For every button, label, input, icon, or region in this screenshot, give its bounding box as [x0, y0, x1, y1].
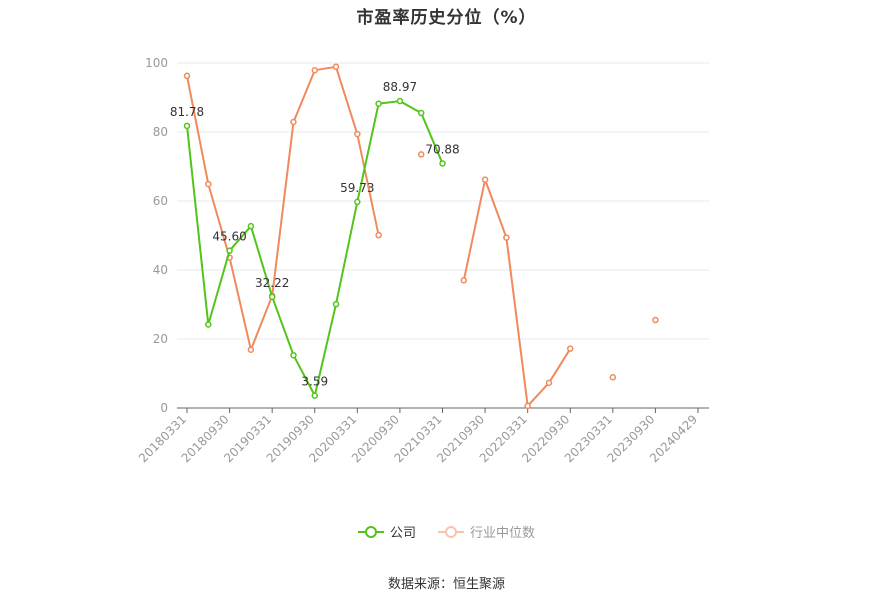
data-point-industry — [205, 180, 212, 188]
data-point-company — [417, 109, 425, 117]
y-tick-label: 100 — [145, 56, 168, 70]
data-label: 88.97 — [383, 80, 417, 94]
data-point-industry — [545, 379, 553, 387]
series-line-industry — [186, 65, 380, 351]
legend-swatch-company — [357, 525, 384, 539]
data-label: 32.22 — [255, 276, 289, 290]
data-point-industry — [460, 277, 468, 284]
data-label: 59.73 — [340, 181, 374, 195]
data-point-industry — [354, 130, 361, 138]
y-tick-label: 0 — [160, 401, 168, 415]
data-point-company — [439, 160, 446, 167]
data-point-industry — [375, 231, 382, 239]
data-point-industry — [524, 402, 531, 410]
data-point-company — [354, 198, 361, 206]
data-point-company — [226, 247, 233, 254]
data-point-company — [396, 97, 404, 105]
data-point-company — [375, 100, 382, 107]
data-point-industry — [417, 151, 425, 158]
data-label: 70.88 — [425, 142, 459, 156]
data-point-company — [247, 222, 255, 230]
data-point-industry — [311, 66, 318, 74]
legend-label-company: 公司 — [389, 526, 416, 541]
data-point-industry — [183, 72, 191, 80]
legend-item-company[interactable]: 公司 — [357, 522, 416, 541]
data-point-industry — [332, 63, 340, 71]
data-point-industry — [481, 176, 489, 183]
legend-swatch-industry — [438, 525, 464, 539]
chart-title: 市盈率历史分位（%） — [356, 8, 537, 28]
legend-label-industry: 行业中位数 — [470, 526, 536, 541]
data-point-industry — [247, 346, 255, 353]
data-label: 45.60 — [212, 230, 246, 244]
data-point-company — [205, 321, 212, 328]
data-source: 数据来源：恒生聚源 — [387, 577, 505, 592]
data-label: 81.78 — [170, 105, 204, 119]
y-tick-label: 60 — [153, 194, 168, 208]
data-point-company — [268, 293, 276, 301]
series-line-industry — [462, 178, 572, 407]
data-point-industry — [652, 316, 659, 324]
data-point-company — [311, 392, 318, 399]
y-tick-label: 20 — [153, 332, 168, 346]
legend-item-industry[interactable]: 行业中位数 — [438, 522, 535, 541]
y-tick-label: 40 — [153, 263, 168, 277]
data-point-industry — [290, 118, 297, 126]
data-label: 3.59 — [301, 375, 328, 389]
series-line-company — [186, 100, 444, 397]
data-point-industry — [503, 234, 510, 241]
y-tick-label: 80 — [153, 125, 168, 139]
data-point-industry — [567, 345, 574, 352]
data-point-industry — [609, 374, 617, 381]
data-point-company — [183, 122, 191, 130]
data-point-company — [290, 351, 297, 359]
legend: 公司 行业中位数 — [0, 522, 893, 541]
data-point-company — [332, 300, 340, 308]
